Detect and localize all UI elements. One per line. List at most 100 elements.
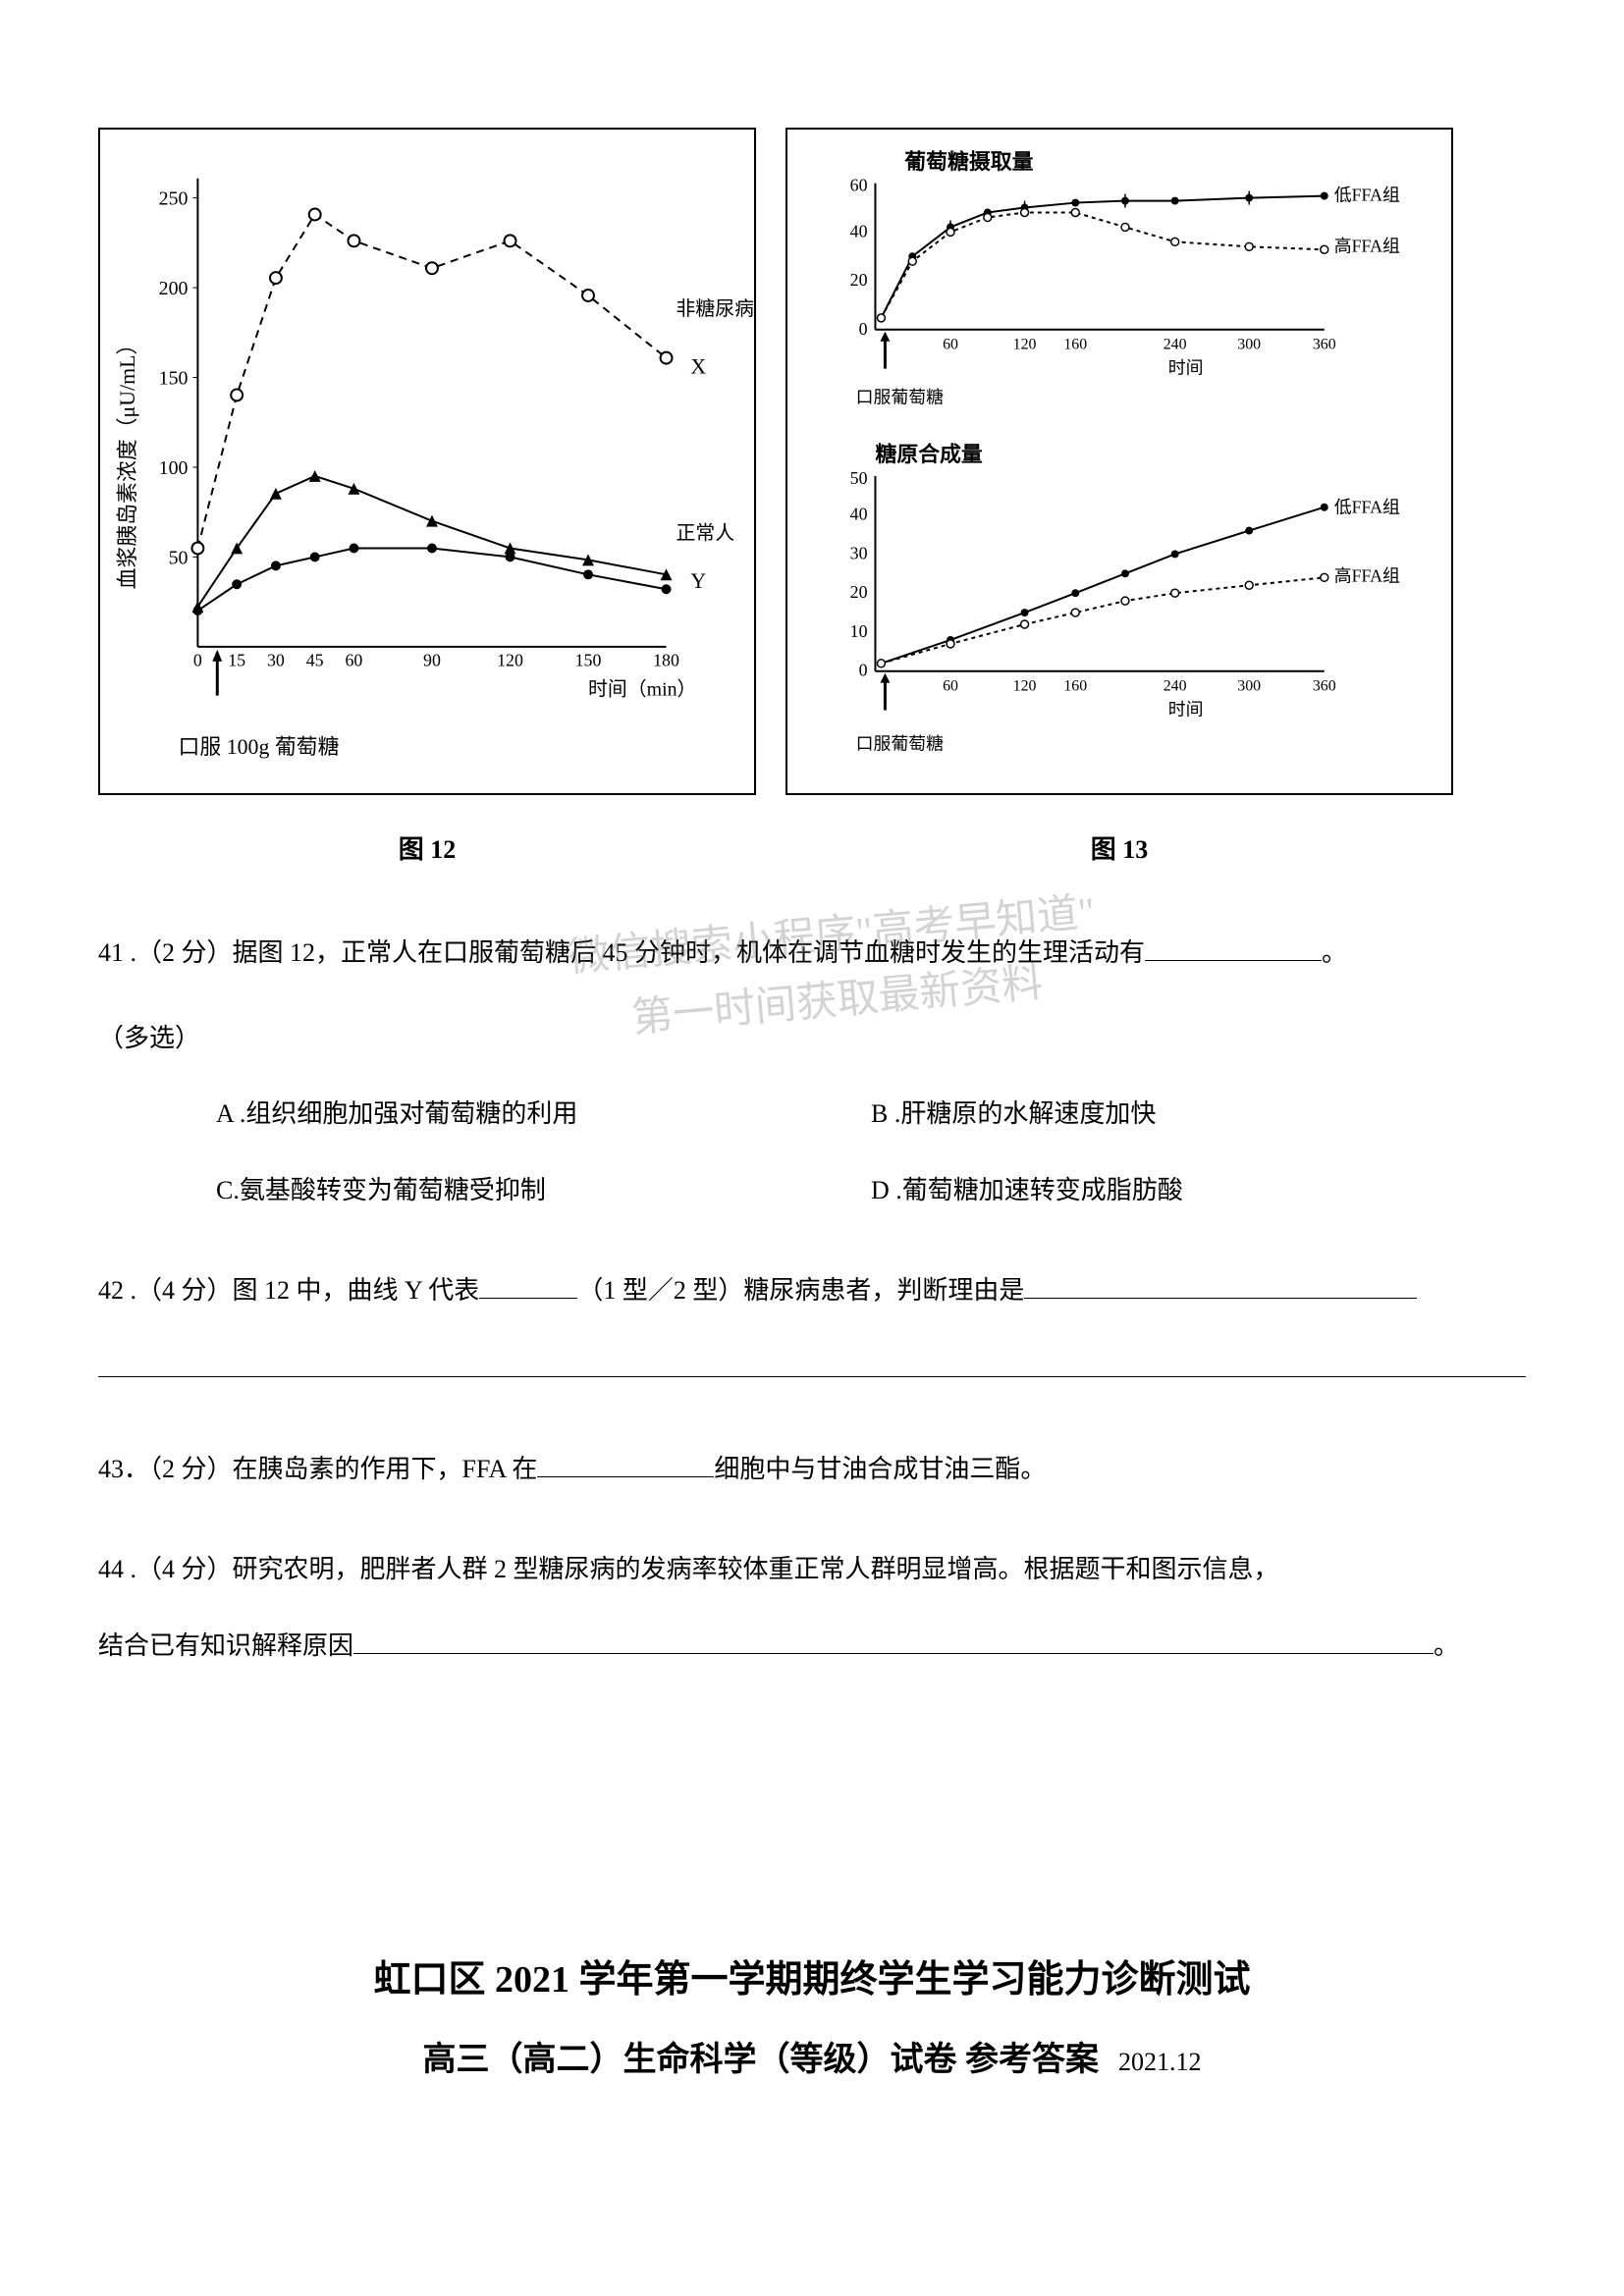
fig13-bottom-high (881, 577, 1324, 663)
svg-text:120: 120 (497, 651, 523, 670)
svg-text:20: 20 (850, 582, 868, 602)
fig13-bottom-xlabel: 时间 (1168, 699, 1204, 719)
fig12-xlabel: 时间（min） (588, 679, 696, 701)
svg-text:200: 200 (159, 278, 189, 299)
figure-13-box: 葡萄糖摄取量 0 20 40 60 60 120 160 240 (785, 128, 1453, 795)
q41-option-a: A .组织细胞加强对葡萄糖的利用 (216, 1086, 871, 1142)
fig13-top-xticks: 60 120 160 240 300 360 (943, 337, 1336, 353)
fig12-series-normal (197, 476, 666, 607)
question-41: 41 .（2 分）据图 12，正常人在口服葡萄糖后 45 分钟时，机体在调节血糖… (98, 925, 1526, 1218)
q41-option-c: C.氨基酸转变为葡萄糖受抑制 (216, 1162, 871, 1218)
svg-text:160: 160 (1063, 678, 1087, 695)
q44-text: 44 .（4 分）研究农明，肥胖者人群 2 型糖尿病的发病率较体重正常人群明显增… (98, 1541, 1526, 1597)
svg-text:160: 160 (1063, 337, 1087, 353)
answer-title-line2-text: 高三（高二）生命科学（等级）试卷 参考答案 (423, 2042, 1100, 2078)
question-44: 44 .（4 分）研究农明，肥胖者人群 2 型糖尿病的发病率较体重正常人群明显增… (98, 1541, 1526, 1673)
figures-container: 血浆胰岛素浓度（μU/mL） 50 100 150 200 250 (98, 128, 1526, 795)
svg-text:60: 60 (943, 337, 958, 353)
svg-text:240: 240 (1164, 337, 1187, 353)
svg-text:150: 150 (159, 367, 189, 389)
caption-13: 图 13 (785, 829, 1453, 866)
fig13-top-arrow (880, 332, 890, 369)
fig13-top-xlabel: 时间 (1168, 358, 1204, 378)
svg-text:40: 40 (850, 505, 868, 524)
svg-text:90: 90 (423, 651, 441, 670)
fig12-yticks: 50 100 150 200 250 (159, 188, 198, 569)
svg-text:150: 150 (575, 651, 602, 670)
svg-text:30: 30 (850, 543, 868, 562)
answer-title-line2: 高三（高二）生命科学（等级）试卷 参考答案 2021.12 (98, 2032, 1526, 2080)
q42-mid: （1 型／2 型）糖尿病患者，判断理由是 (577, 1276, 1024, 1305)
svg-text:180: 180 (653, 651, 679, 670)
fig13-top-yticks: 0 20 40 60 (850, 176, 868, 339)
question-42: 42 .（4 分）图 12 中，曲线 Y 代表 （1 型／2 型）糖尿病患者，判断… (98, 1262, 1526, 1397)
fig13-top-high-markers (877, 209, 1327, 322)
fig13-bottom-arrow (880, 673, 890, 711)
fig13-top-low-label: 低FFA组 (1334, 186, 1400, 205)
svg-text:100: 100 (159, 457, 189, 479)
q43-suffix: 细胞中与甘油合成甘油三酯。 (714, 1455, 1046, 1483)
svg-text:20: 20 (850, 270, 868, 290)
answer-section-title: 虹口区 2021 学年第一学期期终学生学习能力诊断测试 高三（高二）生命科学（等… (98, 1949, 1526, 2080)
svg-text:60: 60 (346, 651, 363, 670)
svg-text:0: 0 (859, 319, 868, 339)
fig12-label-obese: 非糖尿病肥胖者 (676, 298, 754, 320)
fig13-bottom-annotation: 口服葡萄糖 (856, 733, 944, 753)
fig13-top-title: 葡萄糖摄取量 (904, 149, 1033, 174)
svg-text:45: 45 (306, 651, 324, 670)
svg-text:40: 40 (850, 221, 868, 240)
q43-prefix: 43．（2 分）在胰岛素的作用下，FFA 在 (98, 1455, 537, 1483)
fig12-label-normal: 正常人 (676, 523, 734, 545)
fig12-label-y: Y (690, 569, 706, 593)
fig12-markers-obese (191, 209, 672, 555)
svg-text:240: 240 (1164, 678, 1187, 695)
fig13-top-low (881, 196, 1324, 318)
q41-option-b: B .肝糖原的水解速度加快 (871, 1086, 1526, 1142)
caption-12: 图 12 (98, 829, 756, 866)
fig12-series-y (197, 548, 666, 611)
svg-text:300: 300 (1237, 678, 1261, 695)
svg-text:50: 50 (850, 468, 868, 488)
fig13-bottom-high-markers (877, 573, 1327, 667)
answer-title-line1: 虹口区 2021 学年第一学期期终学生学习能力诊断测试 (98, 1949, 1526, 2002)
fig12-xticks: 0 15 30 45 60 90 120 150 180 (193, 651, 679, 670)
svg-text:300: 300 (1237, 337, 1261, 353)
q44-text2: 结合已有知识解释原因 (98, 1631, 353, 1660)
answer-date: 2021.12 (1118, 2048, 1202, 2076)
figure-12-box: 血浆胰岛素浓度（μU/mL） 50 100 150 200 250 (98, 128, 756, 795)
q42-blank3[interactable] (98, 1348, 1526, 1377)
question-43: 43．（2 分）在胰岛素的作用下，FFA 在 细胞中与甘油合成甘油三酯。 (98, 1441, 1526, 1497)
fig12-label-x: X (690, 355, 706, 379)
fig13-top-high-label: 高FFA组 (1334, 236, 1400, 255)
fig12-markers-normal (191, 470, 672, 613)
q44-blank[interactable] (353, 1653, 1434, 1654)
q43-blank[interactable] (537, 1476, 714, 1477)
fig12-glucose-arrow (212, 650, 222, 696)
svg-text:120: 120 (1013, 337, 1037, 353)
svg-text:360: 360 (1313, 678, 1336, 695)
fig12-annotation: 口服 100g 葡萄糖 (179, 735, 340, 759)
q41-blank[interactable] (1145, 960, 1322, 961)
q41-suffix: 。 (1322, 938, 1347, 967)
q42-prefix: 42 .（4 分）图 12 中，曲线 Y 代表 (98, 1276, 479, 1305)
svg-text:30: 30 (267, 651, 285, 670)
q41-prefix: 41 .（2 分）据图 12，正常人在口服葡萄糖后 45 分钟时，机体在调节血糖… (98, 938, 1145, 967)
q41-option-d: D .葡萄糖加速转变成脂肪酸 (871, 1162, 1526, 1218)
fig13-bottom-high-label: 高FFA组 (1334, 565, 1400, 585)
svg-text:360: 360 (1313, 337, 1336, 353)
fig13-bottom-xticks: 60 120 160 240 300 360 (943, 678, 1336, 695)
svg-text:10: 10 (850, 621, 868, 641)
fig13-top-annotation: 口服葡萄糖 (856, 387, 944, 406)
fig13-bottom-low-label: 低FFA组 (1334, 498, 1400, 517)
figure-captions: 图 12 图 13 (98, 815, 1526, 866)
svg-text:0: 0 (193, 651, 202, 670)
svg-text:250: 250 (159, 188, 189, 210)
q41-multi: （多选） (98, 1010, 1526, 1066)
q42-blank1[interactable] (479, 1298, 577, 1299)
fig13-bottom-yticks: 0 10 20 30 40 50 (850, 468, 868, 680)
svg-text:0: 0 (859, 661, 868, 680)
fig13-bottom-title: 糖原合成量 (875, 442, 982, 466)
fig13-top-low-markers (877, 192, 1327, 322)
figure-12-chart: 血浆胰岛素浓度（μU/mL） 50 100 150 200 250 (100, 130, 754, 793)
q42-blank2[interactable] (1024, 1298, 1417, 1299)
